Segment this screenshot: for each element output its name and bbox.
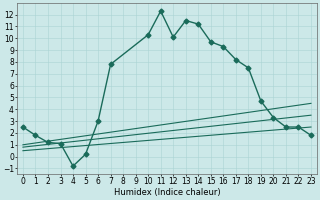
X-axis label: Humidex (Indice chaleur): Humidex (Indice chaleur) (114, 188, 220, 197)
